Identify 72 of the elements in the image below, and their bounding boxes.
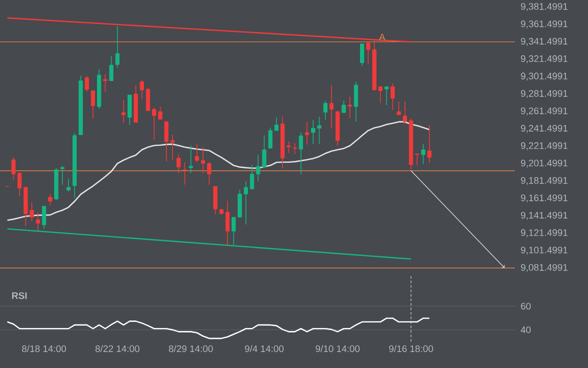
y-tick-label: 9,301.4991 — [520, 72, 568, 81]
x-tick-label: 9/10 14:00 — [316, 345, 360, 352]
candlestick — [140, 80, 144, 100]
candlestick — [207, 162, 212, 186]
x-tick-label: 8/29 14:00 — [168, 345, 213, 352]
candlestick — [378, 86, 383, 104]
candlestick — [421, 143, 426, 165]
annotation: A — [379, 34, 386, 40]
candlestick — [292, 142, 297, 155]
candlestick — [170, 134, 175, 160]
candlestick — [48, 193, 52, 206]
candlestick — [274, 117, 279, 131]
candlestick — [360, 43, 364, 66]
candlestick — [213, 186, 218, 215]
y-tick-label: 9,261.4991 — [520, 107, 568, 116]
candlestick — [182, 162, 187, 186]
candlestick — [128, 94, 132, 126]
candlestick — [396, 101, 401, 116]
candlestick — [115, 26, 120, 68]
y-tick-label: 9,221.4991 — [520, 142, 568, 150]
candlestick — [66, 178, 71, 192]
candlestick — [11, 157, 16, 180]
candlestick — [298, 132, 304, 174]
x-tick-label: 8/22 14:00 — [95, 345, 140, 352]
candlestick — [225, 200, 230, 246]
candlestick — [286, 141, 291, 154]
candlestick — [146, 87, 150, 112]
y-tick-label: 9,341.4991 — [520, 38, 568, 46]
y-tick-label: 9,201.4991 — [520, 160, 568, 168]
candlestick — [342, 100, 346, 114]
y-tick-label: 9,121.4991 — [520, 229, 568, 238]
y-tick-label: 9,181.4991 — [520, 177, 568, 185]
candlestick — [42, 206, 46, 230]
candlestick — [323, 100, 328, 120]
y-tick-label: 9,081.4991 — [520, 264, 568, 272]
y-tick-label: 9,141.4991 — [520, 212, 568, 220]
candlestick — [103, 74, 108, 92]
candlestick — [354, 81, 358, 122]
y-tick-label: 9,321.4991 — [520, 55, 568, 64]
x-tick-label: 9/16 18:00 — [389, 345, 434, 352]
candlestick — [90, 90, 96, 120]
y-tick-label: 9,101.4991 — [520, 246, 568, 255]
y-tick-label: 9,361.4991 — [520, 20, 568, 28]
y-tick-label: 40 — [520, 326, 531, 334]
candlestick — [17, 172, 22, 197]
chart-title: RSI — [12, 292, 27, 300]
candlestick — [36, 212, 40, 231]
candlestick — [109, 56, 114, 82]
y-tick-label: 9,241.4991 — [520, 124, 568, 133]
candlestick — [304, 121, 310, 146]
candlestick — [84, 75, 89, 92]
candlestick — [390, 82, 395, 110]
candlestick — [250, 164, 254, 190]
candlestick — [268, 127, 272, 149]
candlestick — [60, 165, 64, 186]
y-tick-label: 9,281.4991 — [520, 90, 568, 98]
candlestick — [176, 154, 181, 174]
candlestick — [329, 84, 334, 129]
candlestick — [384, 86, 389, 106]
y-tick-label: 9,161.4991 — [520, 194, 568, 202]
candlestick — [402, 100, 408, 125]
candlestick — [415, 153, 420, 166]
candlestick — [194, 144, 200, 163]
candlestick — [427, 124, 432, 164]
y-tick-label: 60 — [521, 302, 531, 310]
candlestick — [188, 145, 193, 174]
candlestick — [164, 121, 168, 162]
candlestick — [200, 146, 206, 174]
y-tick-label: 9,381.4991 — [520, 3, 568, 11]
x-tick-label: 9/4 14:00 — [244, 345, 284, 352]
candlestick — [348, 96, 352, 119]
x-tick-label: 8/18 14:00 — [22, 345, 66, 352]
